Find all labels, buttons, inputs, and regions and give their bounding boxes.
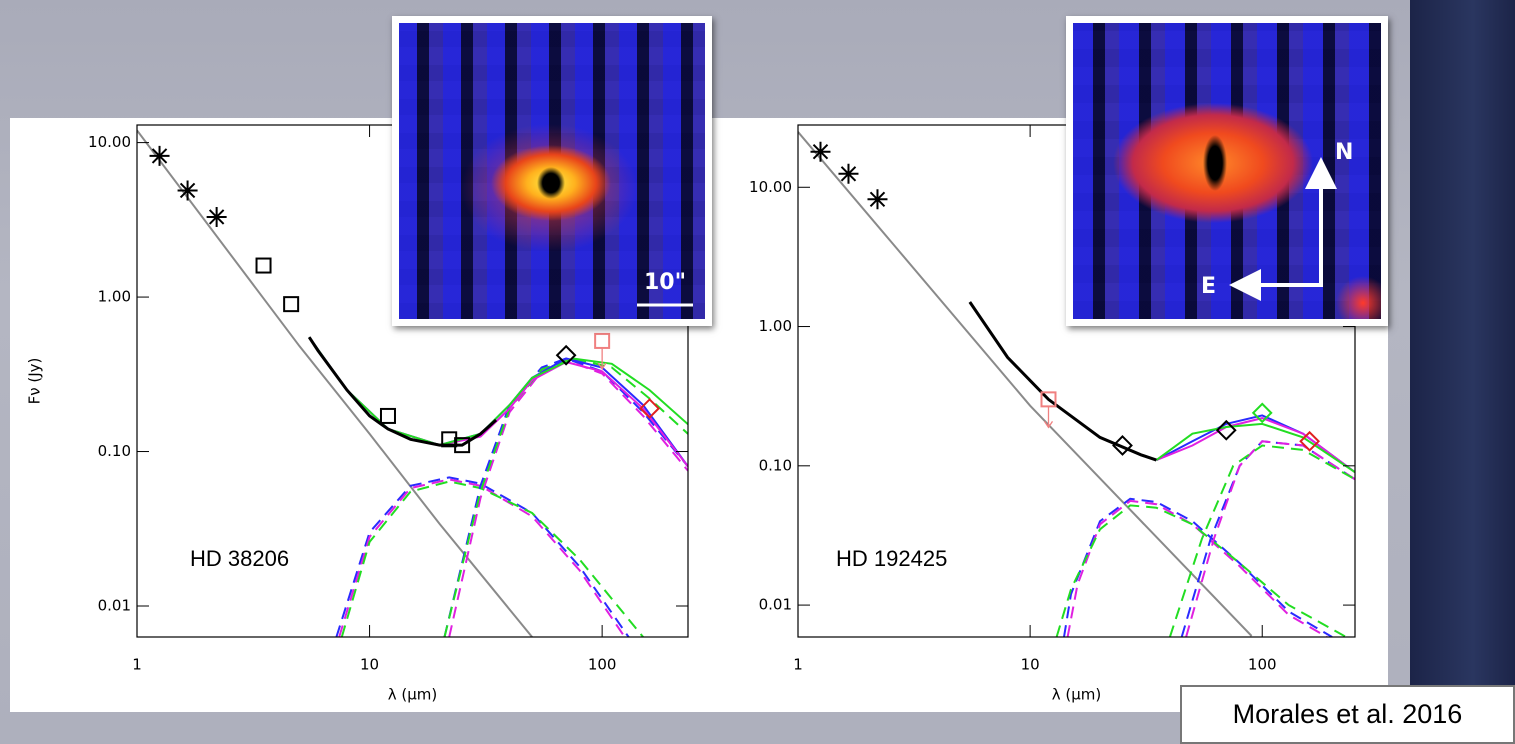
y-tick-label: 0.10: [98, 442, 131, 460]
square-marker: [381, 409, 395, 423]
image-inset: N E: [1066, 16, 1388, 326]
asterisk-marker: [150, 146, 170, 166]
asterisk-marker: [838, 164, 858, 184]
asterisk-marker: [810, 142, 830, 162]
annotation: HD 192425: [836, 546, 947, 571]
y-tick-label: 10.00: [88, 133, 131, 151]
y-tick-label: 1.00: [98, 288, 131, 306]
component-curve: [336, 477, 628, 637]
upper-limit-arrow: [1044, 406, 1052, 427]
slide: 1 10 100 10.00 1.00 0.10 0.01 λ (μm) Fν (Jy) HD 3…: [0, 0, 1515, 744]
asterisk-marker: [207, 207, 227, 227]
x-tick-label: 100: [588, 656, 617, 674]
scale-label: 10": [644, 270, 686, 295]
component-curve: [1064, 499, 1332, 637]
annotation: HD 38206: [190, 546, 289, 571]
square-marker: [284, 297, 298, 311]
component-curve: [1182, 441, 1355, 637]
north-label: N: [1335, 140, 1353, 165]
upper-limit-marker: [595, 334, 609, 348]
component-curve: [1170, 446, 1355, 638]
east-label: E: [1201, 274, 1216, 299]
y-tick-label: 0.01: [759, 596, 792, 614]
asterisk-marker: [178, 180, 198, 200]
inset-overlay: 10": [399, 23, 705, 319]
citation: Morales et al. 2016: [1180, 685, 1515, 744]
x-axis-label: λ (μm): [388, 686, 438, 704]
upper-limit-arrow: [598, 348, 606, 369]
x-tick-label: 1: [132, 656, 142, 674]
x-tick-label: 100: [1248, 656, 1277, 674]
y-tick-label: 10.00: [749, 178, 792, 196]
x-tick-label: 1: [793, 656, 803, 674]
x-tick-label: 10: [1021, 656, 1040, 674]
x-axis-label: λ (μm): [1052, 686, 1102, 704]
component-curve: [339, 479, 625, 637]
x-tick-label: 10: [360, 656, 379, 674]
component-curve: [342, 482, 643, 638]
square-marker: [257, 259, 271, 273]
asterisk-marker: [867, 189, 887, 209]
model-curve: [309, 337, 496, 445]
y-axis-label: Fν (Jy): [26, 358, 44, 405]
y-tick-label: 0.10: [759, 456, 792, 474]
inset-overlay: N E: [1073, 23, 1381, 319]
y-tick-label: 1.00: [759, 317, 792, 335]
image-inset: 10": [392, 16, 712, 326]
component-curve: [1068, 501, 1327, 637]
y-tick-label: 0.01: [98, 597, 131, 615]
